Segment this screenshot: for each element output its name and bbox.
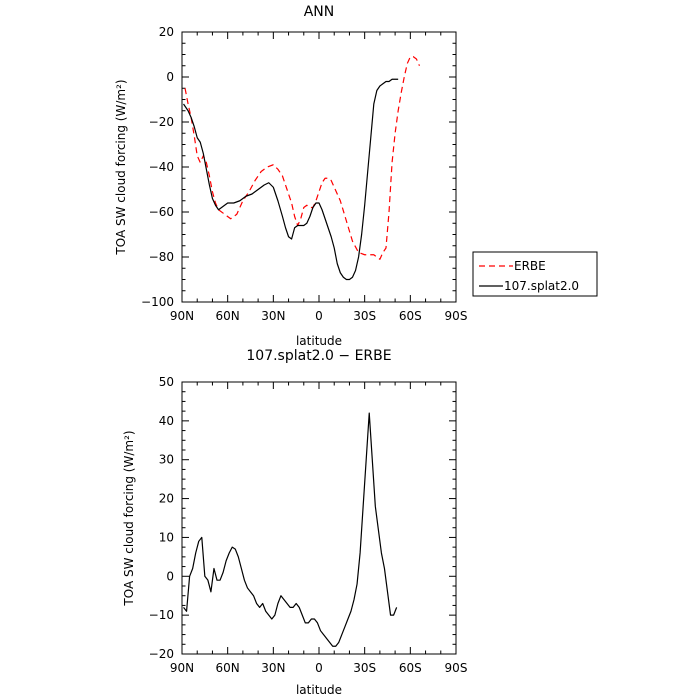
x-tick-label: 60S bbox=[399, 309, 422, 323]
series-line-difference bbox=[183, 412, 398, 647]
legend-label-model: 107.splat2.0 bbox=[504, 279, 579, 293]
top-chart-y-axis-label: TOA SW cloud forcing (W/m²) bbox=[114, 79, 128, 255]
y-tick-label: 20 bbox=[159, 25, 174, 39]
y-axis-ticks: −100 −80 −60 −40 −20 0 20 bbox=[141, 25, 456, 309]
y-tick-label: 10 bbox=[159, 530, 174, 544]
top-chart-panel: ANN TOA SW cloud forcing (W/m²) latitude… bbox=[114, 4, 598, 348]
x-tick-label: 30S bbox=[353, 309, 376, 323]
y-tick-label: 50 bbox=[159, 375, 174, 389]
x-tick-label: 90N bbox=[170, 661, 194, 675]
y-tick-label: −100 bbox=[141, 295, 174, 309]
y-tick-label: 20 bbox=[159, 492, 174, 506]
x-tick-label: 0 bbox=[315, 309, 323, 323]
bottom-chart-title: 107.splat2.0 − ERBE bbox=[246, 348, 391, 364]
legend-label-erbe: ERBE bbox=[514, 259, 546, 273]
y-tick-label: −20 bbox=[149, 115, 174, 129]
y-tick-label: 40 bbox=[159, 414, 174, 428]
legend-box bbox=[472, 251, 598, 297]
y-tick-label: −60 bbox=[149, 205, 174, 219]
x-tick-label: 90S bbox=[445, 661, 468, 675]
x-tick-label: 60N bbox=[216, 661, 240, 675]
y-tick-label: 30 bbox=[159, 453, 174, 467]
bottom-chart-panel: 107.splat2.0 − ERBE TOA SW cloud forcing… bbox=[122, 348, 467, 697]
x-tick-label: 90N bbox=[170, 309, 194, 323]
top-chart-legend: ERBE 107.splat2.0 bbox=[472, 251, 598, 297]
y-tick-label: 0 bbox=[166, 569, 174, 583]
top-chart-title: ANN bbox=[304, 4, 335, 20]
bottom-chart-x-axis-label: latitude bbox=[296, 683, 342, 697]
y-tick-label: −40 bbox=[149, 160, 174, 174]
series-line-model bbox=[183, 78, 399, 281]
y-axis-ticks: −20 −10 0 10 20 30 40 50 bbox=[149, 375, 456, 661]
x-tick-label: 30N bbox=[261, 661, 285, 675]
plot-frame bbox=[181, 381, 457, 655]
x-tick-label: 90S bbox=[445, 309, 468, 323]
x-tick-label: 30N bbox=[261, 309, 285, 323]
y-tick-label: 0 bbox=[166, 70, 174, 84]
top-chart-x-axis-label: latitude bbox=[296, 334, 342, 348]
x-tick-label: 0 bbox=[315, 661, 323, 675]
x-tick-label: 60N bbox=[216, 309, 240, 323]
series-line-erbe bbox=[184, 56, 421, 260]
y-tick-label: −80 bbox=[149, 250, 174, 264]
y-tick-label: −10 bbox=[149, 608, 174, 622]
bottom-chart-y-axis-label: TOA SW cloud forcing (W/m²) bbox=[122, 430, 136, 606]
x-tick-label: 60S bbox=[399, 661, 422, 675]
plot-frame bbox=[181, 31, 457, 303]
x-axis-ticks: 90N 60N 30N 0 30S 60S 90S bbox=[170, 382, 468, 675]
y-tick-label: −20 bbox=[149, 647, 174, 661]
x-axis-ticks: 90N 60N 30N 0 30S 60S 90S bbox=[170, 32, 468, 323]
x-tick-label: 30S bbox=[353, 661, 376, 675]
